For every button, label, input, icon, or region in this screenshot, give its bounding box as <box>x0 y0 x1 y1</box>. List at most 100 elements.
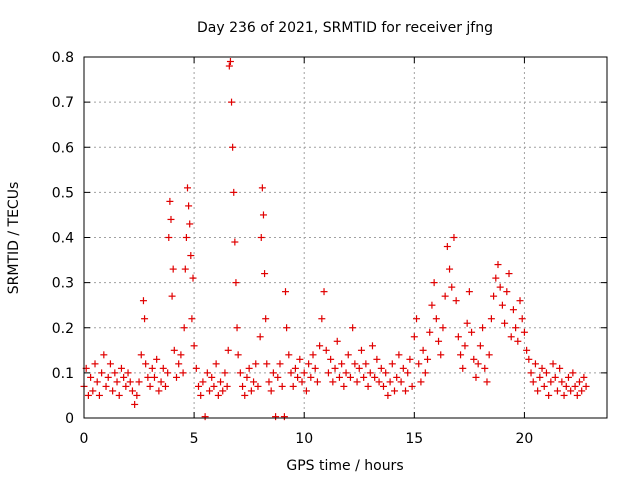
data-point <box>340 382 348 390</box>
data-point <box>523 346 531 354</box>
y-tick-label: 0.8 <box>52 50 74 66</box>
data-point <box>166 197 174 205</box>
data-point <box>224 346 232 354</box>
data-point <box>182 234 190 241</box>
data-point <box>496 283 504 291</box>
data-point <box>329 378 337 386</box>
data-point <box>382 369 390 377</box>
y-tick-label: 0.3 <box>52 276 74 292</box>
data-point <box>164 369 172 377</box>
data-point <box>186 220 194 228</box>
data-point <box>527 369 535 377</box>
data-point <box>355 364 363 372</box>
data-point <box>111 369 119 377</box>
data-point <box>272 413 280 421</box>
data-point <box>263 360 271 368</box>
data-point <box>443 243 451 251</box>
data-point <box>353 378 361 386</box>
data-point <box>357 346 365 354</box>
data-point <box>307 373 315 381</box>
data-point <box>179 369 187 377</box>
data-point <box>399 364 407 372</box>
data-point <box>289 382 297 390</box>
data-point <box>228 98 236 106</box>
data-point <box>165 234 173 241</box>
data-point <box>503 288 511 296</box>
data-point <box>159 364 167 372</box>
x-tick-label: 15 <box>405 431 423 447</box>
data-point <box>556 364 564 372</box>
data-point <box>474 360 482 368</box>
data-point <box>139 297 147 305</box>
data-point <box>327 355 335 363</box>
data-point <box>232 279 240 287</box>
data-point <box>410 333 418 341</box>
data-point <box>562 382 570 390</box>
data-point <box>195 382 203 390</box>
data-point <box>234 351 242 359</box>
data-point <box>393 373 401 381</box>
chart-title: Day 236 of 2021, SRMTID for receiver jfn… <box>197 20 493 36</box>
data-point <box>100 351 108 359</box>
data-point <box>141 315 149 323</box>
y-tick-label: 0.7 <box>52 95 74 111</box>
data-point <box>479 324 487 332</box>
data-point <box>567 387 575 395</box>
data-point <box>210 382 218 390</box>
data-point <box>175 360 183 368</box>
data-point <box>133 391 141 399</box>
data-point <box>536 373 544 381</box>
data-point <box>318 315 326 323</box>
data-point <box>223 382 231 390</box>
data-point <box>360 373 368 381</box>
data-point <box>514 337 522 345</box>
data-point <box>342 369 350 377</box>
data-point <box>505 270 513 278</box>
data-point <box>397 378 405 386</box>
data-point <box>291 364 299 372</box>
data-point <box>231 238 239 246</box>
data-point <box>371 373 379 381</box>
data-point <box>313 378 321 386</box>
data-point <box>430 279 438 287</box>
data-point <box>177 351 185 359</box>
data-point <box>520 328 528 336</box>
data-point <box>384 391 392 399</box>
data-point <box>375 378 383 386</box>
data-point <box>364 382 372 390</box>
data-point <box>415 360 423 368</box>
data-point <box>122 382 130 390</box>
data-point <box>225 62 233 70</box>
data-point <box>167 215 175 223</box>
data-point <box>553 387 561 395</box>
data-point <box>192 364 200 372</box>
data-point <box>481 364 489 372</box>
data-point <box>549 360 557 368</box>
data-point <box>131 400 139 408</box>
data-point <box>236 369 244 377</box>
data-point <box>571 382 579 390</box>
data-point <box>203 369 211 377</box>
data-point <box>322 346 330 354</box>
data-point <box>448 283 456 291</box>
data-point <box>545 391 553 399</box>
data-point <box>485 351 493 359</box>
x-tick-label: 10 <box>295 431 313 447</box>
data-point <box>402 387 410 395</box>
data-point <box>531 360 539 368</box>
data-point <box>168 292 176 300</box>
data-point <box>366 369 374 377</box>
data-point <box>302 387 310 395</box>
data-point <box>142 360 150 368</box>
data-point <box>206 387 214 395</box>
data-point <box>468 328 476 336</box>
data-point <box>117 364 125 372</box>
data-point <box>278 382 286 390</box>
data-point <box>98 369 106 377</box>
data-point <box>219 387 227 395</box>
data-point <box>298 378 306 386</box>
data-point <box>516 297 524 305</box>
data-point <box>419 346 427 354</box>
data-point <box>233 324 241 332</box>
data-point <box>287 369 295 377</box>
